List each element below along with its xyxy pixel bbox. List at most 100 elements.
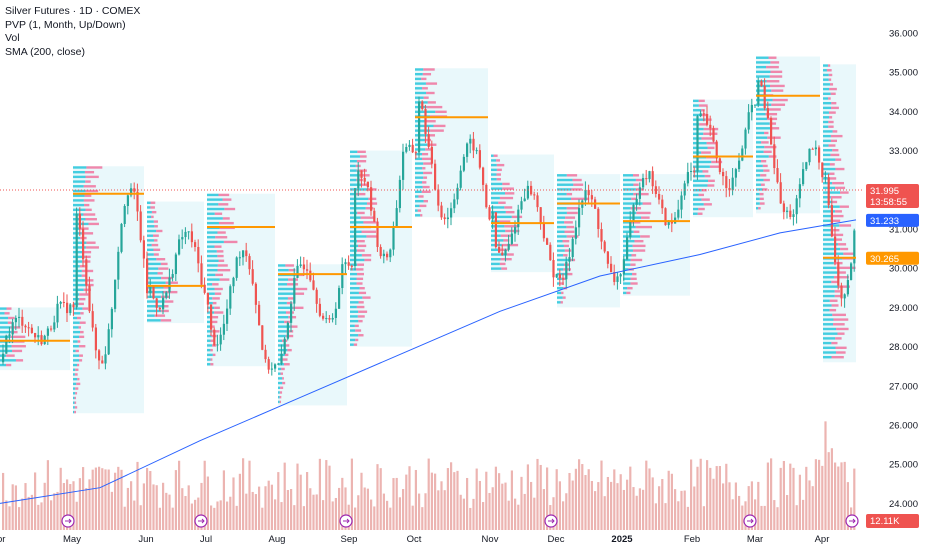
profile-row-down (771, 103, 786, 106)
volume-label-text: 12.11K (870, 516, 900, 527)
volume-bar (558, 481, 561, 530)
profile-row-down (217, 231, 226, 234)
profile-row-up (73, 349, 76, 353)
profile-row-down (828, 125, 834, 128)
candle-body (139, 211, 142, 241)
volume-bar (149, 471, 152, 530)
candle-body (597, 208, 600, 230)
profile-row-down (496, 163, 505, 167)
profile-row-down (422, 185, 430, 189)
candle-body (456, 187, 459, 200)
profile-row-up (823, 111, 829, 114)
candle-body (18, 316, 21, 318)
candle-body (338, 288, 341, 309)
profile-row-down (356, 272, 365, 276)
profile-row-down (212, 353, 216, 357)
profile-row-up (73, 330, 81, 334)
legend-vol[interactable]: Vol (5, 32, 20, 45)
volume-bar (770, 458, 773, 530)
profile-row-down (640, 235, 650, 238)
candle-body (539, 207, 542, 224)
profile-row-down (77, 316, 81, 320)
profile-row-down (210, 358, 213, 361)
volume-bar (773, 500, 776, 530)
legend-title[interactable]: Silver Futures · 1D · COMEX (5, 5, 141, 17)
volume-bar (526, 464, 529, 530)
profile-row-down (704, 174, 711, 178)
volume-bar (181, 488, 184, 530)
profile-row-up (278, 348, 288, 352)
profile-row-up (147, 201, 151, 204)
profile-row-up (278, 311, 286, 314)
profile-row-down (211, 325, 215, 328)
volume-bar (165, 492, 168, 530)
profile-row-up (350, 301, 359, 304)
candle-body (197, 246, 200, 264)
profile-row-up (823, 276, 834, 279)
profile-row-down (218, 259, 225, 262)
candle-body (219, 334, 222, 345)
profile-row-up (415, 167, 423, 170)
profile-row-down (705, 118, 712, 121)
candle-body (264, 349, 267, 360)
profile-row-up (147, 309, 162, 313)
volume-bar (34, 472, 37, 530)
profile-row-up (415, 124, 434, 128)
profile-row-up (823, 285, 839, 288)
price-tick-label: 26.000 (889, 421, 918, 432)
profile-row-up (623, 235, 641, 238)
profile-row-down (282, 377, 284, 380)
profile-row-down (832, 313, 846, 317)
time-axis[interactable]: Apr May Jun Jul Aug Sep Oct Nov Dec 2025 Feb Mar Apr (0, 534, 829, 545)
legend-pvp[interactable]: PVP (1, Month, Up/Down) (5, 18, 126, 31)
candle-body (2, 353, 5, 363)
candle-body (318, 303, 321, 316)
price-axis[interactable]: 36.00035.00034.00033.00032.00031.00030.0… (889, 29, 918, 510)
candle-body (549, 244, 552, 261)
profile-row-up (823, 64, 828, 67)
candle-body (830, 205, 833, 237)
volume-bar (693, 486, 696, 530)
profile-row-down (423, 171, 433, 175)
event-markers[interactable] (61, 514, 859, 528)
profile-row-up (0, 330, 12, 334)
profile-row-down (701, 151, 711, 154)
volume-bar (222, 470, 225, 530)
candle-body (181, 237, 184, 240)
profile-row-up (623, 183, 634, 186)
profile-row-down (829, 163, 835, 166)
profile-row-up (73, 250, 83, 254)
candle-body (738, 160, 741, 170)
legend-sma[interactable]: SMA (200, close) (5, 45, 85, 58)
profile-row-down (631, 197, 637, 201)
profile-row-up (147, 272, 158, 275)
profile-row-up (415, 82, 426, 85)
profile-row-down (626, 291, 631, 295)
profile-row-up (207, 353, 213, 357)
candle-body (443, 217, 446, 220)
profile-row-down (85, 175, 99, 179)
volume-bar (46, 460, 49, 530)
profile-row-up (73, 189, 86, 193)
candle-body (427, 134, 430, 147)
profile-row-up (823, 346, 836, 349)
profile-row-down (214, 245, 222, 248)
profile-row-down (210, 363, 214, 366)
candle-body (846, 279, 849, 295)
volume-bar (606, 476, 609, 530)
profile-row-up (623, 188, 636, 191)
candle-body (290, 303, 293, 323)
volume-bar (581, 464, 584, 530)
profile-row-down (417, 209, 422, 212)
profile-row-down (286, 301, 293, 305)
profile-row-up (491, 163, 497, 167)
profile-row-up (350, 239, 358, 243)
profile-row-down (10, 335, 26, 339)
profile-row-down (212, 283, 219, 286)
volume-bar (24, 483, 27, 530)
profile-row-up (823, 153, 831, 157)
candle-body (386, 253, 389, 258)
candle-body (600, 229, 603, 242)
